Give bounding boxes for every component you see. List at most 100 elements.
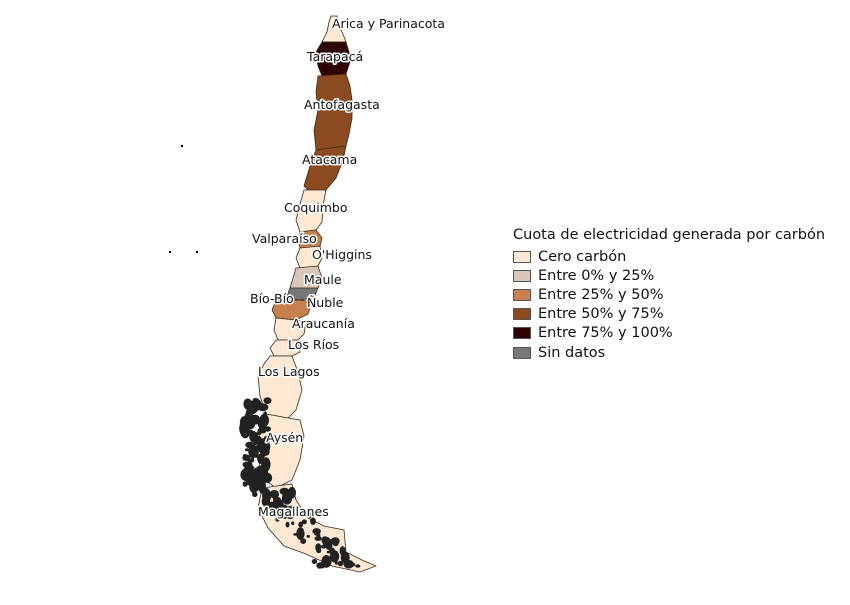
- island-mark: [258, 480, 267, 492]
- legend-label: Entre 50% y 75%: [538, 306, 664, 323]
- region-label: Tarapacá: [306, 49, 363, 64]
- island-mark: [350, 562, 356, 567]
- island-mark: [263, 411, 267, 415]
- island-mark: [339, 546, 346, 556]
- island-mark: [263, 435, 270, 442]
- region-label: Los Ríos: [288, 337, 339, 352]
- island-mark: [311, 559, 318, 564]
- region-label: O'Higgins: [312, 247, 372, 262]
- legend-item: Sin datos: [513, 343, 825, 362]
- island-mark: [337, 560, 344, 567]
- legend-swatch: [513, 288, 531, 301]
- island-mark: [275, 517, 280, 522]
- region-shape: [313, 73, 353, 151]
- legend-label: Cero carbón: [538, 248, 627, 265]
- island-mark: [257, 403, 269, 412]
- island-mark: [243, 466, 251, 476]
- island-mark: [291, 521, 295, 525]
- legend-label: Entre 75% y 100%: [538, 325, 673, 342]
- island-mark: [259, 413, 269, 427]
- island-mark: [262, 489, 272, 502]
- island-mark: [248, 400, 257, 408]
- offshore-island-mark: [195, 250, 199, 254]
- legend-swatch: [513, 269, 531, 282]
- island-mark: [266, 501, 277, 514]
- island-mark: [253, 435, 262, 442]
- island-mark: [343, 559, 354, 569]
- legend-swatch: [513, 327, 531, 340]
- offshore-island-mark: [180, 144, 184, 148]
- island-mark: [355, 564, 361, 568]
- legend-items: Cero carbón Entre 0% y 25% Entre 25% y 50%…: [513, 247, 825, 362]
- island-mark: [260, 461, 270, 474]
- island-mark: [312, 528, 321, 535]
- legend-item: Cero carbón: [513, 247, 825, 266]
- region-label: Atacama: [302, 152, 357, 167]
- region-shape: [257, 483, 378, 573]
- island-mark: [315, 543, 322, 552]
- island-mark: [316, 562, 326, 569]
- island-mark: [300, 538, 307, 544]
- legend-swatch: [513, 250, 531, 263]
- legend-title: Cuota de electricidad generada por carbó…: [513, 227, 826, 243]
- region-label: Magallanes: [258, 504, 329, 519]
- island-mark: [245, 448, 249, 452]
- island-mark: [269, 511, 274, 517]
- island-mark: [321, 544, 327, 549]
- island-mark: [285, 521, 290, 528]
- legend-label: Entre 25% y 50%: [538, 286, 664, 303]
- region-label: Arica y Parinacota: [332, 16, 445, 31]
- island-mark: [302, 510, 307, 514]
- region-label: Los Lagos: [258, 364, 320, 379]
- island-mark: [290, 505, 296, 512]
- legend-item: Entre 50% y 75%: [513, 305, 825, 324]
- offshore-island-mark: [168, 250, 172, 254]
- island-mark: [307, 512, 312, 519]
- island-mark: [306, 534, 311, 538]
- island-mark: [269, 489, 279, 499]
- island-mark: [322, 536, 331, 548]
- island-mark: [298, 521, 304, 528]
- region-shape: [271, 299, 313, 321]
- region-label: Coquimbo: [284, 200, 347, 215]
- legend-item: Entre 75% y 100%: [513, 324, 825, 343]
- island-mark: [249, 429, 253, 434]
- region-shape: [285, 287, 319, 301]
- island-mark: [247, 418, 256, 430]
- legend-item: Entre 0% y 25%: [513, 266, 825, 285]
- island-mark: [242, 481, 248, 487]
- island-mark: [282, 491, 293, 505]
- region-label: Valparaíso: [252, 231, 317, 246]
- island-mark: [279, 510, 289, 519]
- island-mark: [254, 453, 258, 458]
- legend-label: Entre 0% y 25%: [538, 267, 655, 284]
- island-mark: [276, 504, 287, 512]
- legend-swatch: [513, 346, 531, 359]
- region-label: Antofagasta: [304, 97, 380, 112]
- island-mark: [263, 471, 269, 475]
- region-label: Araucanía: [292, 316, 355, 331]
- island-mark: [242, 454, 251, 462]
- legend-item: Entre 25% y 50%: [513, 285, 825, 304]
- legend-swatch: [513, 308, 531, 321]
- region-label: Bío-Bío: [250, 291, 294, 306]
- region-label: Ñuble: [307, 295, 344, 310]
- island-mark: [263, 397, 272, 404]
- island-mark: [262, 440, 271, 454]
- region-label: Maule: [304, 272, 342, 287]
- legend: Cuota de electricidad generada por carbó…: [513, 227, 825, 362]
- island-mark: [296, 527, 305, 540]
- region-label: Aysén: [266, 430, 303, 445]
- island-mark: [253, 440, 258, 444]
- island-mark: [301, 519, 307, 525]
- island-mark: [249, 480, 259, 494]
- island-mark: [310, 517, 316, 525]
- island-mark: [257, 453, 265, 465]
- legend-label: Sin datos: [538, 344, 606, 361]
- island-mark: [314, 536, 322, 541]
- island-mark: [329, 547, 336, 556]
- island-mark: [332, 539, 339, 547]
- region-shape: [273, 317, 307, 341]
